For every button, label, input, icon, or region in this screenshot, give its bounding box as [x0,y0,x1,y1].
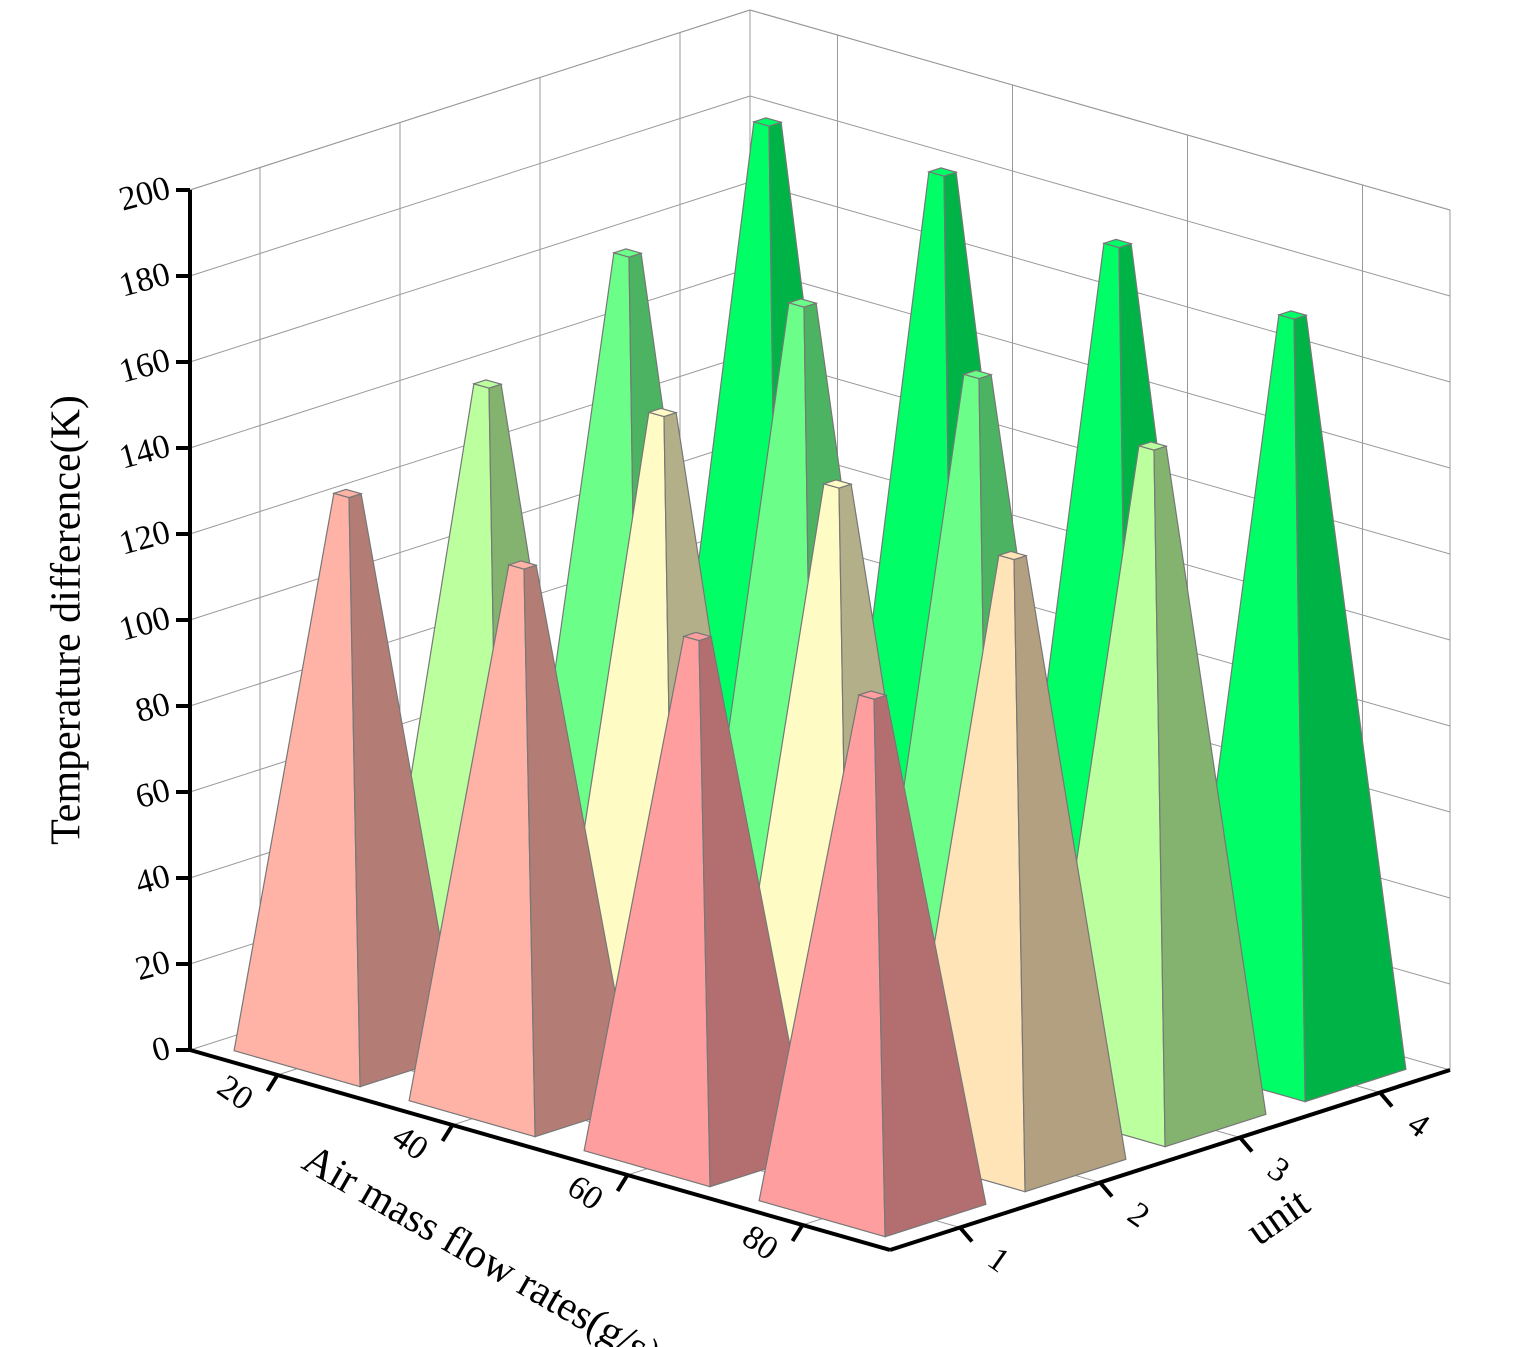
z-tick-label: 1 [981,1240,1016,1280]
pyramid-top-face [786,298,819,308]
y-tick-label: 100 [115,600,174,649]
y-tick-label: 140 [115,428,174,477]
x-tick-label: 80 [736,1218,785,1268]
pyramid-top-face [996,550,1029,561]
pyramid-front-face [233,492,361,1088]
pyramid-top-face [681,631,714,642]
x-tick-label: 60 [561,1168,610,1218]
x-tick-label: 20 [211,1068,260,1118]
y-tick-label: 200 [115,170,174,219]
z-tick [1378,1091,1394,1108]
y-tick-label: 40 [132,858,174,903]
pyramid-top-face [506,560,539,570]
pyramid-top-face [751,117,784,127]
y-tick-label: 60 [132,772,174,817]
pyramid-top-face [471,379,504,389]
grid-line [749,95,1451,297]
grid-line [189,181,751,363]
x-tick-label: 40 [386,1118,435,1168]
z-tick [1238,1136,1254,1153]
pyramid [408,560,637,1138]
x-axis-label: Air mass flow rates(g/s) [295,1136,669,1347]
x-axis [189,1048,891,1252]
x-tick [615,1173,630,1193]
pyramid-top-face [646,407,679,418]
y-tick-label: 80 [132,686,174,731]
x-tick [265,1073,280,1093]
wall-edge [749,9,1451,211]
pyramid-top-face [1101,238,1134,249]
pyramid-top-face [331,488,364,499]
y-tick-label: 160 [115,342,174,391]
y-tick-label: 20 [132,944,174,989]
z-axis [889,1068,1451,1252]
pyramid-top-face [1136,441,1169,451]
x-tick [790,1223,805,1243]
z-tick [958,1226,974,1243]
z-tick-label: 4 [1401,1105,1436,1145]
grid-line [189,267,751,449]
pyramid-top-face [961,369,994,380]
pyramid-top-face [926,167,959,177]
y-tick-label: 120 [115,514,174,563]
pyramid-top-face [611,248,644,258]
pyramid-top-face [856,690,889,700]
y-tick-label: 0 [148,1030,174,1070]
pyramid [758,690,987,1238]
z-tick-label: 2 [1121,1195,1156,1235]
wall-edge [189,9,751,191]
grid-line [189,95,751,277]
y-tick-label: 180 [115,256,174,305]
pyramid-top-face [821,479,854,489]
y-axis-label: Temperature difference(K) [44,395,90,845]
pyramid-top-face [1276,310,1309,320]
z-tick [1098,1181,1114,1198]
pyramid [583,631,812,1188]
z-axis-label: unit [1238,1179,1318,1254]
x-tick [440,1123,455,1143]
